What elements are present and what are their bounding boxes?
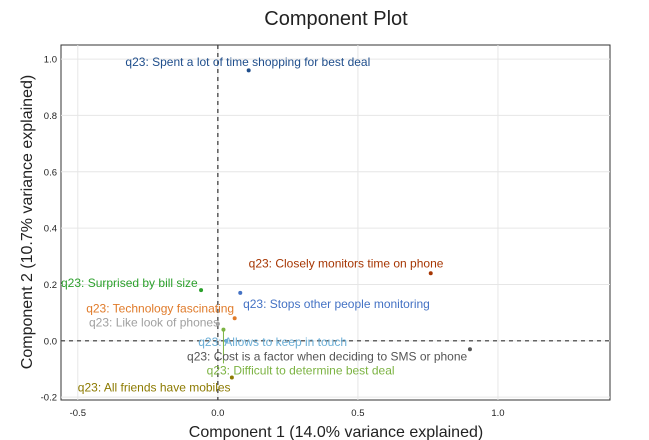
data-point xyxy=(229,375,234,380)
data-point xyxy=(215,321,220,326)
y-tick-label: 0.4 xyxy=(44,224,57,235)
data-point xyxy=(238,290,243,295)
point-label: q23: Like look of phones xyxy=(89,316,219,330)
data-point xyxy=(467,347,472,352)
data-point xyxy=(199,288,204,293)
y-tick-label: 0.8 xyxy=(44,111,57,122)
point-label: q23: Closely monitors time on phone xyxy=(249,256,444,270)
x-tick-label: 1.0 xyxy=(491,408,504,419)
y-tick-label: 0.0 xyxy=(44,336,57,347)
point-label: q23: Technology fascinating xyxy=(86,301,234,315)
point-label: q23: Surprised by bill size xyxy=(61,276,198,290)
y-tick-label: -0.2 xyxy=(41,393,57,404)
y-tick-labels: -0.2 0.0 0.2 0.4 0.6 0.8 1.0 xyxy=(41,55,57,404)
point-label: q23: Cost is a factor when deciding to S… xyxy=(187,349,467,363)
data-point xyxy=(246,68,251,73)
point-label: q23: Stops other people monitoring xyxy=(243,297,430,311)
chart-title: Component Plot xyxy=(264,8,408,30)
point-label: q23: Difficult to determine best deal xyxy=(207,363,395,377)
point-label: q23: Spent a lot of time shopping for be… xyxy=(125,55,370,69)
x-tick-label: -0.5 xyxy=(70,408,86,419)
y-tick-label: 0.2 xyxy=(44,280,57,291)
data-points xyxy=(199,68,472,380)
data-point xyxy=(224,338,229,343)
point-label: q23: All friends have mobiles xyxy=(78,380,231,394)
x-tick-label: 0.5 xyxy=(351,408,364,419)
x-tick-label: 0.0 xyxy=(211,408,224,419)
point-labels: q23: Spent a lot of time shopping for be… xyxy=(61,55,468,394)
x-axis-label: Component 1 (14.0% variance explained) xyxy=(189,424,483,440)
x-tick-labels: -0.5 0.0 0.5 1.0 xyxy=(70,408,505,419)
point-label: q23: Allows to keep in touch xyxy=(198,335,347,349)
data-point xyxy=(221,327,226,332)
data-point xyxy=(428,271,433,276)
y-tick-label: 1.0 xyxy=(44,55,57,66)
reference-lines xyxy=(61,45,610,400)
data-point xyxy=(232,316,237,321)
y-axis-label: Component 2 (10.7% variance explained) xyxy=(19,75,36,369)
y-tick-label: 0.6 xyxy=(44,167,57,178)
